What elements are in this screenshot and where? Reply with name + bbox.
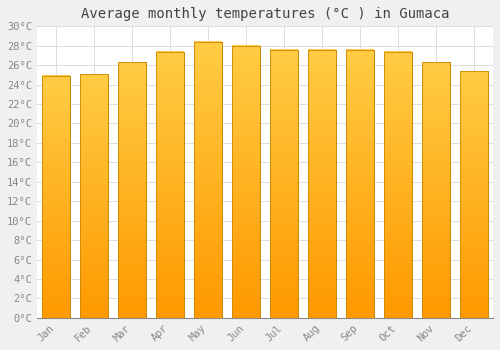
Bar bbox=[80, 74, 108, 318]
Bar bbox=[308, 50, 336, 318]
Bar bbox=[384, 51, 411, 318]
Bar bbox=[460, 71, 487, 318]
Title: Average monthly temperatures (°C ) in Gumaca: Average monthly temperatures (°C ) in Gu… bbox=[80, 7, 449, 21]
Bar bbox=[232, 46, 260, 318]
Bar bbox=[232, 46, 260, 318]
Bar bbox=[42, 76, 70, 318]
Bar bbox=[308, 50, 336, 318]
Bar bbox=[118, 62, 146, 318]
Bar bbox=[118, 62, 146, 318]
Bar bbox=[194, 42, 222, 318]
Bar bbox=[346, 50, 374, 318]
Bar bbox=[270, 50, 297, 318]
Bar bbox=[384, 51, 411, 318]
Bar bbox=[422, 62, 450, 318]
Bar bbox=[156, 51, 184, 318]
Bar bbox=[80, 74, 108, 318]
Bar bbox=[156, 51, 184, 318]
Bar bbox=[194, 42, 222, 318]
Bar bbox=[346, 50, 374, 318]
Bar bbox=[270, 50, 297, 318]
Bar bbox=[460, 71, 487, 318]
Bar bbox=[422, 62, 450, 318]
Bar bbox=[42, 76, 70, 318]
